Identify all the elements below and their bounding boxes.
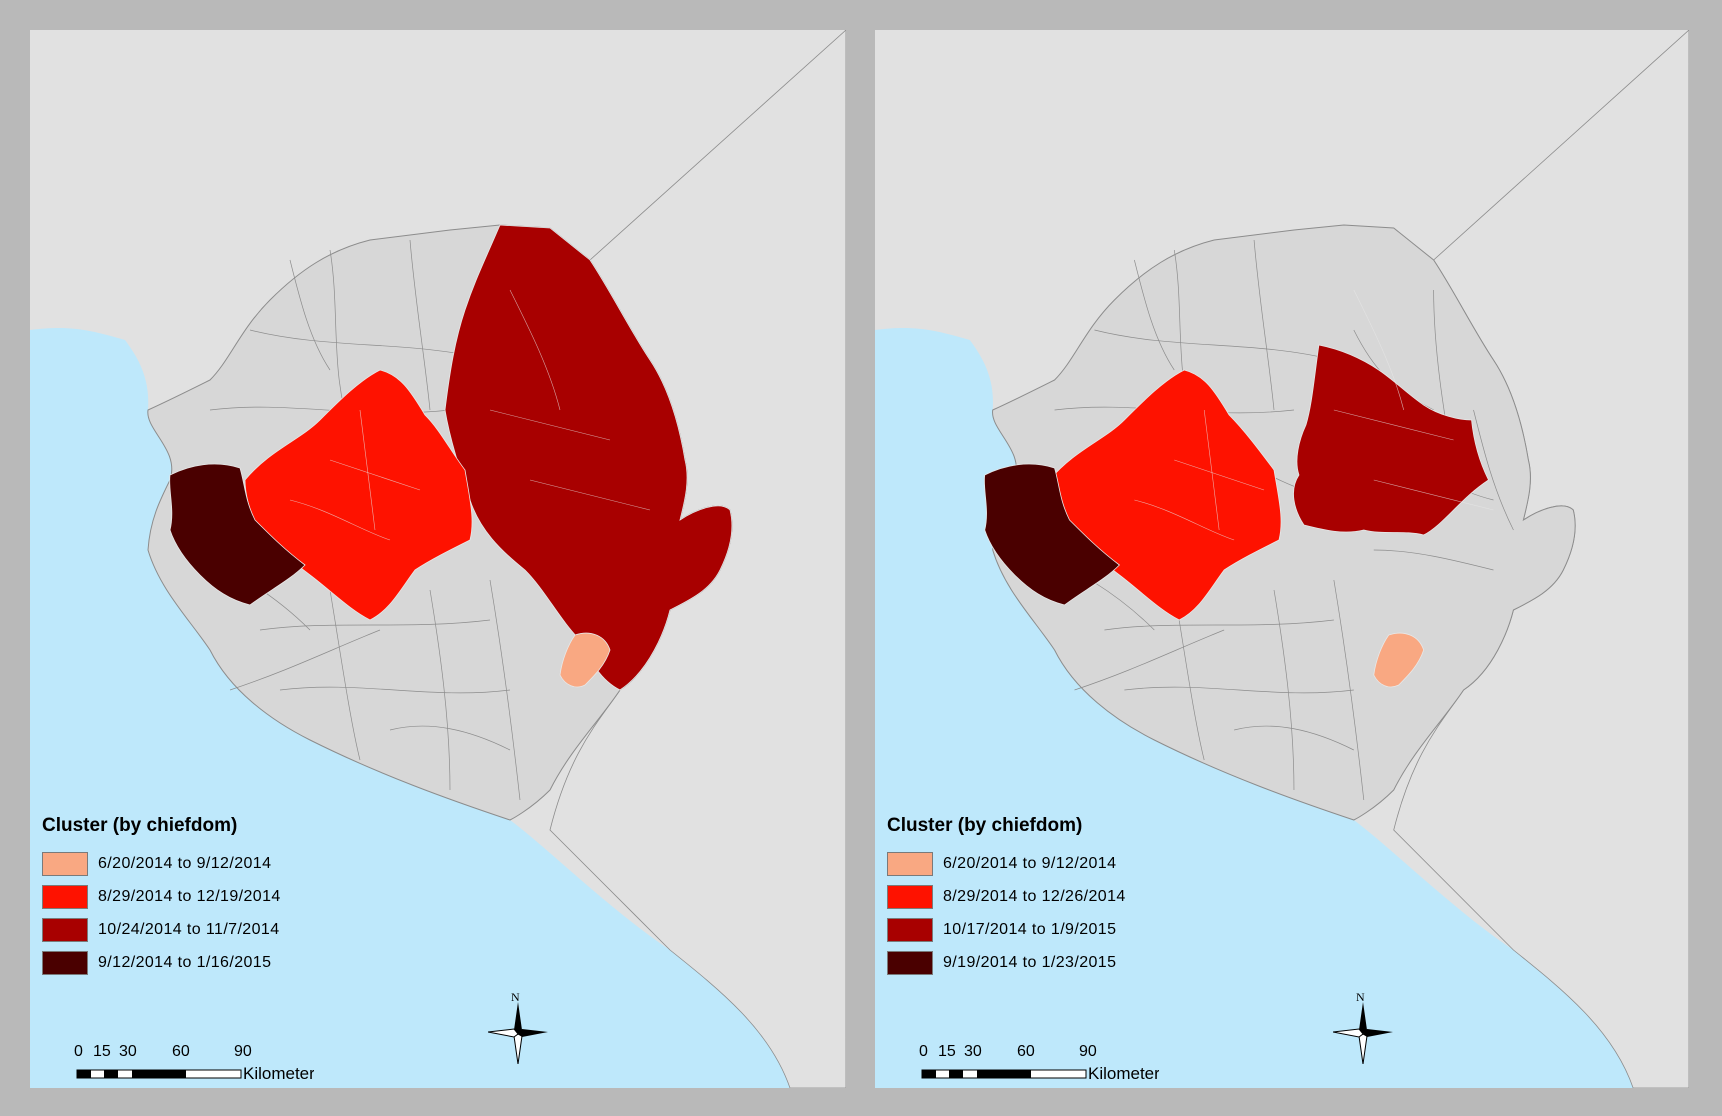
scale-unit-label: Kilometers — [1088, 1064, 1159, 1083]
sea — [30, 328, 790, 1088]
legend-swatch — [887, 950, 933, 975]
compass-icon — [488, 1002, 548, 1064]
scale-tick-label: 60 — [1017, 1043, 1035, 1060]
chiefdom-boundary — [489, 579, 521, 801]
chiefdom-boundary — [1134, 259, 1175, 371]
legend-label: 8/29/2014 to 12/26/2014 — [943, 887, 1126, 905]
chiefdom-boundary — [1373, 479, 1494, 511]
chiefdom-boundary — [1174, 459, 1265, 491]
chiefdom-boundary — [1234, 725, 1354, 751]
chiefdom-boundary — [1253, 239, 1275, 411]
chiefdom-boundary — [429, 589, 451, 791]
legend-title: Cluster (by chiefdom) — [42, 815, 238, 836]
legend-swatch — [42, 851, 88, 876]
legend-label: 10/17/2014 to 1/9/2015 — [943, 920, 1117, 938]
cluster-region-cluster-4 — [169, 463, 306, 606]
scale-tick-label: 0 — [74, 1043, 83, 1060]
legend-item-cluster-3: 10/17/2014 to 1/9/2015 — [887, 913, 1126, 946]
north-label: N — [511, 990, 520, 1004]
scale-bar: 0 15 30 60 90 Kilometers — [919, 1043, 1159, 1083]
legend-label: 9/12/2014 to 1/16/2015 — [98, 953, 272, 971]
chiefdom-boundary — [1333, 409, 1454, 441]
scale-tick-label: 90 — [1079, 1043, 1097, 1060]
country-outline — [992, 224, 1576, 821]
cluster-region-cluster-3 — [444, 224, 733, 691]
chiefdom-boundary — [489, 409, 611, 441]
chiefdom-boundary — [1273, 589, 1295, 791]
legend-item-cluster-1: 6/20/2014 to 9/12/2014 — [42, 847, 281, 880]
north-arrow-left: N — [488, 990, 548, 1066]
chiefdom-boundary — [509, 289, 561, 411]
legend-item-cluster-4: 9/19/2014 to 1/23/2015 — [887, 946, 1126, 979]
chiefdom-boundary — [229, 629, 381, 691]
chiefdom-boundary — [329, 459, 421, 491]
scale-tick-label: 30 — [964, 1043, 982, 1060]
legend-swatch — [887, 851, 933, 876]
scale-tick-label: 15 — [938, 1043, 956, 1060]
chiefdom-boundary — [1094, 329, 1334, 361]
sea — [875, 328, 1634, 1088]
chiefdom-boundary — [289, 259, 331, 371]
legend-item-cluster-2: 8/29/2014 to 12/19/2014 — [42, 880, 281, 913]
scale-tick-label: 90 — [234, 1043, 252, 1060]
scale-tick-label: 60 — [172, 1043, 190, 1060]
legend-label: 9/19/2014 to 1/23/2015 — [943, 953, 1117, 971]
legend-left: Cluster (by chiefdom) 6/20/2014 to 9/12/… — [42, 815, 281, 979]
map-panel-left: Cluster (by chiefdom) 6/20/2014 to 9/12/… — [30, 30, 846, 1088]
chiefdom-boundary — [1074, 629, 1225, 691]
legend-label: 8/29/2014 to 12/19/2014 — [98, 887, 281, 905]
scale-unit-label: Kilometers — [243, 1064, 314, 1083]
chiefdom-boundary — [279, 686, 511, 694]
legend-swatch — [42, 950, 88, 975]
legend-label: 6/20/2014 to 9/12/2014 — [98, 854, 272, 872]
legend-label: 6/20/2014 to 9/12/2014 — [943, 854, 1117, 872]
chiefdom-boundary — [1373, 549, 1494, 571]
north-arrow-right: N — [1333, 990, 1393, 1066]
chiefdom-boundary — [409, 239, 431, 411]
cluster-region-cluster-3 — [1293, 344, 1490, 536]
scale-tick-label: 30 — [119, 1043, 137, 1060]
scale-tick-label: 15 — [93, 1043, 111, 1060]
chiefdom-boundary — [529, 479, 651, 511]
north-label: N — [1356, 990, 1365, 1004]
legend-label: 10/24/2014 to 11/7/2014 — [98, 920, 280, 938]
scale-bar: 0 15 30 60 90 Kilometers — [74, 1043, 314, 1083]
chiefdom-boundary — [1333, 579, 1365, 801]
chiefdom-boundary — [1134, 499, 1235, 541]
legend-right: Cluster (by chiefdom) 6/20/2014 to 9/12/… — [887, 815, 1126, 979]
chiefdom-boundary — [259, 619, 491, 631]
chiefdom-boundary — [359, 409, 376, 531]
legend-swatch — [887, 917, 933, 942]
chiefdom-boundary — [1203, 409, 1220, 531]
map-canvas-left — [30, 30, 846, 1088]
legend-swatch — [887, 884, 933, 909]
chiefdom-boundary — [1473, 409, 1514, 531]
legend-swatch — [42, 917, 88, 942]
chiefdom-boundary — [329, 589, 361, 761]
legend-item-cluster-3: 10/24/2014 to 11/7/2014 — [42, 913, 281, 946]
compass-icon — [1333, 1002, 1393, 1064]
cluster-region-cluster-4 — [983, 463, 1121, 606]
chiefdom-boundary — [289, 499, 391, 541]
cluster-region-cluster-1 — [559, 632, 611, 688]
legend-item-cluster-1: 6/20/2014 to 9/12/2014 — [887, 847, 1126, 880]
legend-item-cluster-4: 9/12/2014 to 1/16/2015 — [42, 946, 281, 979]
map-panel-right: Cluster (by chiefdom) 6/20/2014 to 9/12/… — [875, 30, 1689, 1088]
map-canvas-right — [875, 30, 1689, 1088]
chiefdom-boundary — [1104, 619, 1334, 631]
chiefdom-boundary — [1353, 289, 1404, 411]
cluster-region-cluster-1 — [1373, 632, 1425, 688]
chiefdom-boundary — [389, 725, 511, 751]
legend-swatch — [42, 884, 88, 909]
chiefdom-boundary — [1124, 686, 1354, 694]
legend-item-cluster-2: 8/29/2014 to 12/26/2014 — [887, 880, 1126, 913]
scale-tick-label: 0 — [919, 1043, 928, 1060]
legend-title: Cluster (by chiefdom) — [887, 815, 1083, 836]
